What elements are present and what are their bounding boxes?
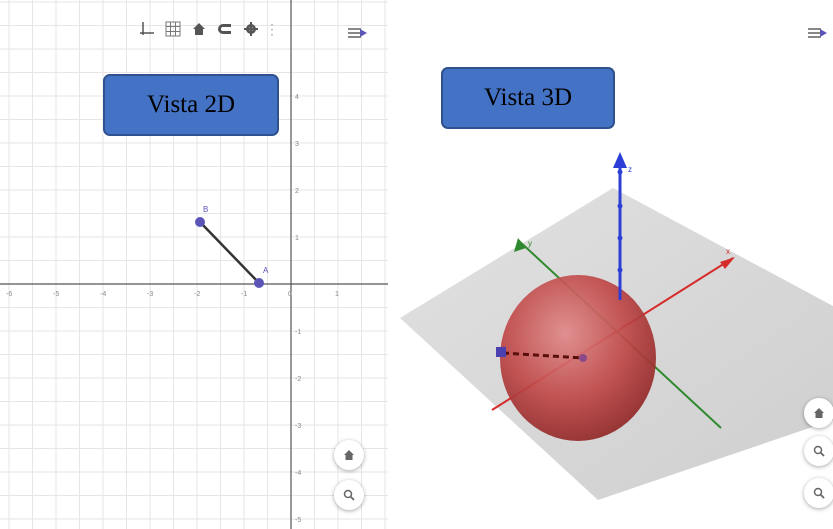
point-B[interactable]: [195, 217, 205, 227]
x-tick-label: -6: [6, 291, 12, 298]
x-axis-arrow: [720, 257, 735, 269]
x-tick-label: 1: [335, 291, 339, 298]
y-tick-label: 3: [295, 141, 299, 148]
style-bar-toggle-3d-icon[interactable]: [805, 22, 831, 44]
zoom-icon: [813, 445, 825, 457]
z-axis-ticks: [617, 169, 623, 273]
y-axis-label: y: [528, 239, 532, 248]
style-bar-toggle-2d-icon[interactable]: [345, 22, 371, 44]
zoom-in-button-3d[interactable]: [804, 436, 833, 466]
y-tick-label: -1: [295, 329, 301, 336]
magnet-icon[interactable]: [213, 17, 237, 41]
x-tick-label: 0: [288, 291, 292, 298]
zoom-icon: [343, 489, 355, 501]
style-bar-2d: ⋮: [135, 14, 279, 44]
home-view-button-2d[interactable]: [334, 440, 364, 470]
z-axis-label: z: [628, 165, 632, 174]
y-tick-label: 1: [295, 235, 299, 242]
grid-icon[interactable]: [161, 17, 185, 41]
x-tick-label: -1: [241, 291, 247, 298]
home-icon: [344, 450, 354, 460]
x-axis-label: x: [726, 247, 730, 256]
y-tick-label: 4: [295, 94, 299, 101]
y-tick-label: -3: [295, 423, 301, 430]
point-A-label: A: [263, 266, 269, 275]
caption-vista-3d: Vista 3D: [441, 67, 615, 129]
radius-segment: [502, 351, 584, 360]
y-tick-label: -4: [295, 470, 301, 477]
y-tick-label: -5: [295, 517, 301, 524]
axes-icon[interactable]: [135, 17, 159, 41]
scene-3d: z x y: [400, 152, 833, 500]
graphics-view-3d[interactable]: z x y: [388, 0, 833, 529]
more-options-icon[interactable]: ⋮: [265, 20, 279, 37]
sphere-center-point[interactable]: [579, 354, 587, 362]
x-tick-label: -3: [147, 291, 153, 298]
zoom-icon: [813, 487, 825, 499]
x-tick-label: -2: [194, 291, 200, 298]
segment-AB[interactable]: [199, 221, 260, 284]
point-on-sphere[interactable]: [496, 347, 506, 357]
home-icon[interactable]: [187, 17, 211, 41]
y-axis-arrow: [514, 238, 526, 252]
caption-vista-2d: Vista 2D: [103, 74, 279, 136]
z-axis-arrow: [613, 152, 627, 168]
home-icon: [814, 408, 824, 418]
zoom-in-button-2d[interactable]: [334, 480, 364, 510]
y-tick-label: 2: [295, 188, 299, 195]
zoom-out-button-3d[interactable]: [804, 478, 833, 508]
home-view-button-3d[interactable]: [804, 398, 833, 428]
x-tick-label: -4: [100, 291, 106, 298]
x-tick-label: -5: [53, 291, 59, 298]
point-B-label: B: [203, 205, 208, 214]
y-tick-label: -2: [295, 376, 301, 383]
gear-icon[interactable]: [239, 17, 263, 41]
graphics-view-2d[interactable]: -6 -5 -4 -3 -2 -1 0 1 4 3 2 1 -1 -2 -3 -4 -5 B A ⋮ V: [0, 0, 388, 529]
point-A[interactable]: [254, 278, 264, 288]
